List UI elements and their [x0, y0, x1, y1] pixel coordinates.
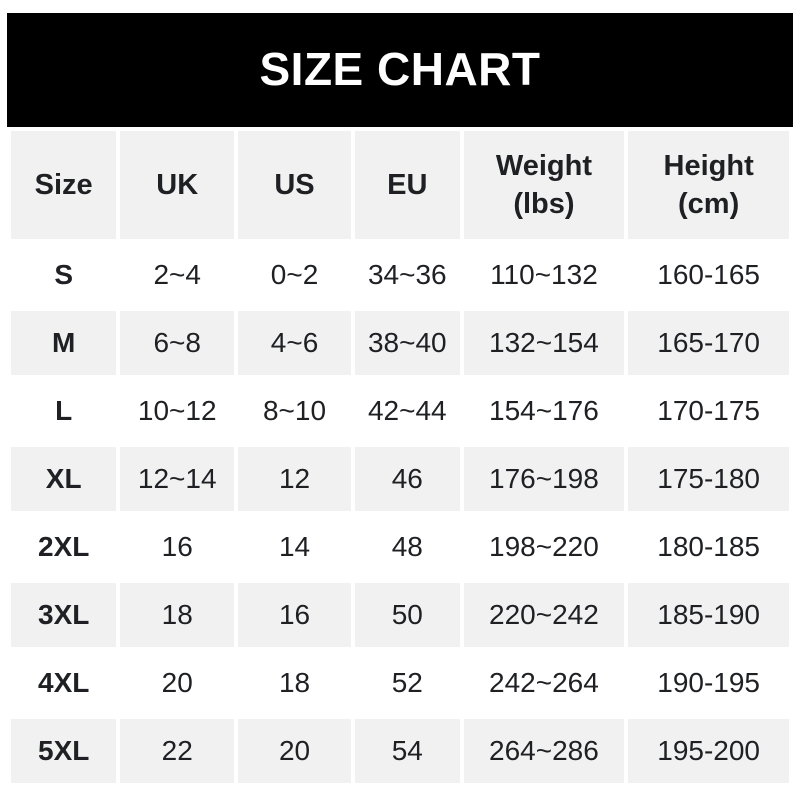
header-row: Size UK US EU Weight (lbs) Height (cm): [11, 131, 789, 239]
cell-uk: 6~8: [120, 311, 235, 375]
column-header-label: EU: [387, 169, 428, 201]
cell-eu: 42~44: [354, 379, 460, 443]
row-3xl: 3XL 18 16 50 220~242 185-190: [11, 583, 789, 647]
cell-us: 14: [238, 515, 351, 579]
cell-uk: 16: [120, 515, 235, 579]
column-header-label: UK: [156, 169, 199, 201]
cell-eu: 48: [354, 515, 460, 579]
cell-size: M: [11, 311, 117, 375]
cell-height: 170-175: [628, 379, 789, 443]
row-l: L 10~12 8~10 42~44 154~176 170-175: [11, 379, 789, 443]
column-header-label: Height: [663, 150, 754, 182]
cell-weight: 220~242: [463, 583, 625, 647]
row-xl: XL 12~14 12 46 176~198 175-180: [11, 447, 789, 511]
cell-weight: 176~198: [463, 447, 625, 511]
cell-weight: 242~264: [463, 651, 625, 715]
cell-uk: 20: [120, 651, 235, 715]
cell-size: 3XL: [11, 583, 117, 647]
column-header-us: US: [238, 131, 351, 239]
column-header-weight: Weight (lbs): [463, 131, 625, 239]
cell-weight: 132~154: [463, 311, 625, 375]
size-chart-title: SIZE CHART: [259, 43, 541, 95]
column-header-label: US: [274, 169, 315, 201]
row-s: S 2~4 0~2 34~36 110~132 160-165: [11, 243, 789, 307]
row-2xl: 2XL 16 14 48 198~220 180-185: [11, 515, 789, 579]
cell-eu: 54: [354, 719, 460, 783]
cell-height: 195-200: [628, 719, 789, 783]
cell-uk: 2~4: [120, 243, 235, 307]
cell-uk: 10~12: [120, 379, 235, 443]
cell-weight: 154~176: [463, 379, 625, 443]
cell-height: 180-185: [628, 515, 789, 579]
cell-uk: 22: [120, 719, 235, 783]
cell-us: 16: [238, 583, 351, 647]
cell-weight: 198~220: [463, 515, 625, 579]
cell-us: 8~10: [238, 379, 351, 443]
column-header-label: Size: [34, 169, 93, 201]
cell-us: 20: [238, 719, 351, 783]
row-5xl: 5XL 22 20 54 264~286 195-200: [11, 719, 789, 783]
column-header-unit: (lbs): [513, 188, 575, 220]
column-header-height: Height (cm): [628, 131, 789, 239]
column-header-label: Weight: [495, 150, 592, 182]
cell-uk: 12~14: [120, 447, 235, 511]
cell-eu: 38~40: [354, 311, 460, 375]
cell-size: 5XL: [11, 719, 117, 783]
cell-size: 4XL: [11, 651, 117, 715]
cell-us: 18: [238, 651, 351, 715]
column-header-eu: EU: [354, 131, 460, 239]
cell-size: S: [11, 243, 117, 307]
cell-height: 190-195: [628, 651, 789, 715]
cell-us: 12: [238, 447, 351, 511]
cell-eu: 50: [354, 583, 460, 647]
cell-eu: 34~36: [354, 243, 460, 307]
cell-height: 160-165: [628, 243, 789, 307]
cell-uk: 18: [120, 583, 235, 647]
cell-eu: 46: [354, 447, 460, 511]
cell-us: 4~6: [238, 311, 351, 375]
cell-height: 175-180: [628, 447, 789, 511]
column-header-unit: (cm): [678, 188, 740, 220]
cell-size: L: [11, 379, 117, 443]
row-m: M 6~8 4~6 38~40 132~154 165-170: [11, 311, 789, 375]
cell-us: 0~2: [238, 243, 351, 307]
cell-height: 165-170: [628, 311, 789, 375]
cell-weight: 110~132: [463, 243, 625, 307]
column-header-size: Size: [11, 131, 117, 239]
size-chart-banner: SIZE CHART: [7, 13, 793, 127]
column-header-uk: UK: [120, 131, 235, 239]
cell-eu: 52: [354, 651, 460, 715]
size-chart-table: Size UK US EU Weight (lbs) Height (cm) S 2…: [7, 127, 793, 787]
cell-size: XL: [11, 447, 117, 511]
cell-size: 2XL: [11, 515, 117, 579]
cell-weight: 264~286: [463, 719, 625, 783]
table-body: S 2~4 0~2 34~36 110~132 160-165 M 6~8 4~…: [11, 243, 789, 783]
table-header: Size UK US EU Weight (lbs) Height (cm): [11, 131, 789, 239]
cell-height: 185-190: [628, 583, 789, 647]
row-4xl: 4XL 20 18 52 242~264 190-195: [11, 651, 789, 715]
